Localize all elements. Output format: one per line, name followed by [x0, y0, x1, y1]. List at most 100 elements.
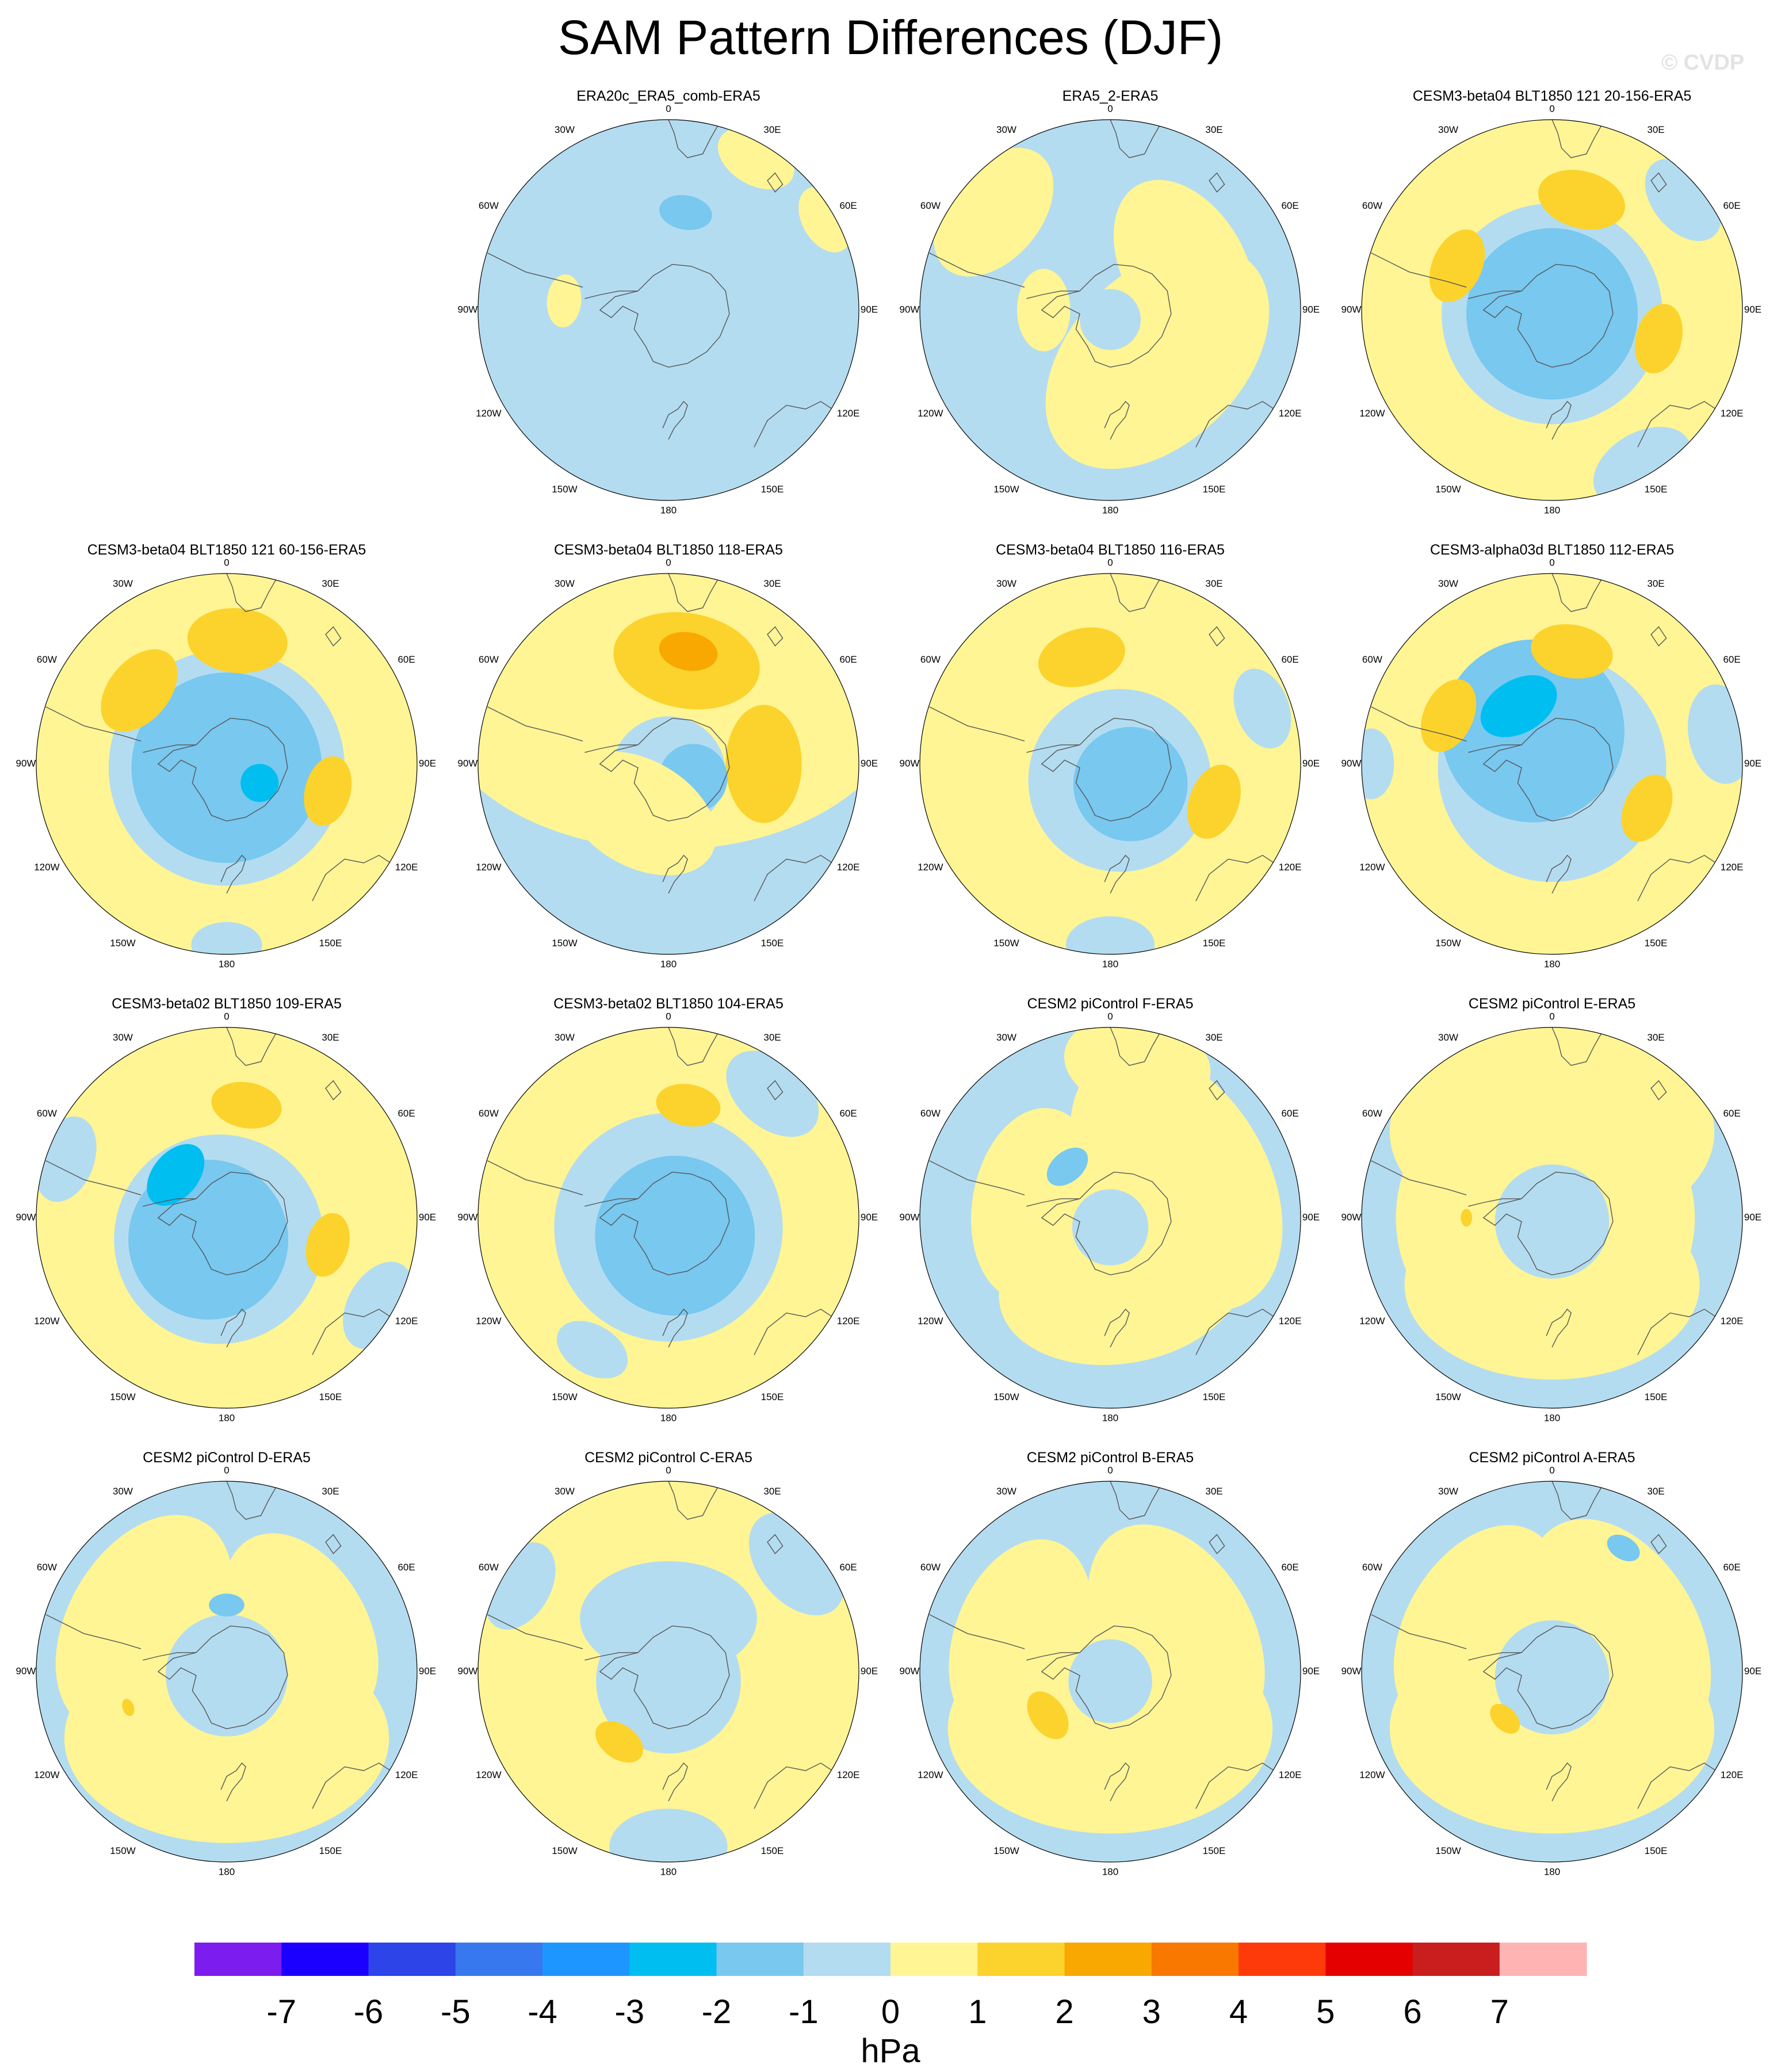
- anomaly-contour: [304, 756, 352, 826]
- coastline-south-america: [45, 1160, 142, 1195]
- longitude-label: 30E: [1647, 578, 1664, 589]
- anomaly-contour: [609, 1809, 728, 1862]
- longitude-label: 30W: [996, 578, 1016, 589]
- coastline-new-zealand: [662, 1762, 688, 1802]
- longitude-label: 150E: [319, 938, 342, 949]
- colorbar-tick-label: 6: [1403, 1993, 1421, 2031]
- longitude-label: 120E: [1279, 862, 1302, 873]
- longitude-label: 120W: [34, 1316, 59, 1326]
- longitude-label: 0: [666, 1011, 671, 1022]
- longitude-label: 180: [219, 1412, 235, 1423]
- longitude-label: 90W: [900, 1211, 920, 1222]
- anomaly-contour: [166, 1614, 288, 1737]
- coastline-africa: [226, 574, 277, 612]
- longitude-label: 90W: [458, 758, 478, 769]
- coastline-peninsula: [1026, 290, 1080, 299]
- longitude-label: 120E: [1279, 1769, 1302, 1780]
- anomaly-contour: [191, 922, 262, 954]
- longitude-label: 120E: [1721, 408, 1744, 419]
- longitude-label: 120W: [476, 1769, 501, 1780]
- anomaly-contour: [949, 1539, 1093, 1739]
- colorbar-swatch: [455, 1943, 543, 1976]
- longitude-label: 150E: [319, 1391, 342, 1402]
- coastline-new-zealand: [662, 400, 688, 440]
- longitude-label: 60E: [398, 1108, 415, 1119]
- longitude-label: 120W: [918, 408, 943, 419]
- map-border: [919, 1481, 1301, 1863]
- longitude-label: 90W: [1342, 758, 1362, 769]
- longitude-label: 30W: [555, 124, 575, 135]
- longitude-label: 90E: [861, 1665, 878, 1676]
- coastline-africa: [668, 1027, 718, 1066]
- colorbar-tick-label: 5: [1316, 1993, 1335, 2031]
- longitude-label: 0: [666, 557, 671, 568]
- anomaly-contour: [1490, 1703, 1520, 1734]
- longitude-label: 120W: [1359, 1316, 1385, 1326]
- map-base-field: [478, 120, 859, 500]
- longitude-label: 60E: [1281, 654, 1298, 665]
- longitude-label: 150W: [110, 938, 135, 949]
- coastline-south-america: [929, 1160, 1025, 1195]
- longitude-label: 30E: [322, 1032, 339, 1043]
- coastlines: [1371, 1027, 1720, 1355]
- colorbar-swatch: [977, 1943, 1065, 1976]
- colorbar-swatch: [281, 1943, 369, 1976]
- coastline-new-zealand: [220, 854, 246, 894]
- coastline-peninsula: [584, 1652, 638, 1661]
- anomaly-contour: [1072, 1189, 1149, 1266]
- longitude-label: 150E: [1203, 1391, 1226, 1402]
- longitude-label: 180: [660, 958, 677, 969]
- coastline-south-america: [1371, 253, 1467, 288]
- anomaly-contour: [1038, 627, 1125, 687]
- longitude-label: 60E: [398, 1562, 415, 1573]
- anomaly-contour: [546, 274, 582, 328]
- anomaly-contour: [1066, 916, 1155, 954]
- coastline-antarctica: [1482, 1625, 1614, 1730]
- longitude-label: 120E: [395, 862, 418, 873]
- longitude-label: 150W: [1435, 1845, 1461, 1856]
- longitude-label: 60W: [37, 654, 57, 665]
- colorbar-tick-label: 0: [881, 1993, 900, 2031]
- anomaly-contour: [1607, 1534, 1640, 1562]
- anomaly-contour: [1046, 1148, 1088, 1186]
- longitude-label: 90W: [1342, 304, 1362, 315]
- anomaly-contour: [563, 751, 717, 876]
- coastline-africa: [226, 1027, 277, 1066]
- coastline-antarctica: [1041, 1171, 1172, 1276]
- longitude-label: 120W: [918, 862, 943, 873]
- panel-title: CESM3-alpha03d BLT1850 112-ERA5: [1430, 542, 1674, 558]
- longitude-label: 30W: [1438, 1486, 1458, 1497]
- coastline-madagascar: [767, 1080, 784, 1100]
- panel-title: CESM2 piControl B-ERA5: [1027, 1450, 1194, 1466]
- longitude-label: 120E: [837, 1316, 860, 1326]
- longitude-label: 180: [660, 1412, 677, 1423]
- coastline-antarctica: [599, 1171, 730, 1276]
- anomaly-contour: [595, 1156, 755, 1316]
- colorbar: -7 -6 -5 -4 -3 -2 -1 0 1 2 3 4 5 6 7 hPa: [194, 1943, 1587, 2070]
- longitude-label: 90E: [419, 758, 436, 769]
- longitude-label: 0: [1549, 1465, 1554, 1475]
- longitude-label: 30W: [996, 1486, 1016, 1497]
- longitude-label: 30E: [322, 1486, 339, 1497]
- map-border: [477, 1481, 859, 1863]
- coastline-peninsula: [584, 1198, 638, 1207]
- longitude-label: 30E: [1647, 1032, 1664, 1043]
- coastline-africa: [668, 574, 718, 612]
- longitude-label: 150W: [993, 1845, 1019, 1856]
- longitude-label: 180: [660, 504, 677, 515]
- coastline-peninsula: [1468, 290, 1522, 299]
- panel-title: CESM3-beta04 BLT1850 121 60-156-ERA5: [87, 542, 366, 558]
- longitude-label: 180: [219, 1866, 235, 1877]
- map-panels: ERA20c_ERA5_comb-ERA5030E60E90E120E150E1…: [16, 88, 1762, 1877]
- colorbar-swatch: [1151, 1943, 1239, 1976]
- coastline-peninsula: [143, 1198, 196, 1207]
- coastline-antarctica: [1041, 263, 1172, 368]
- longitude-label: 120W: [918, 1316, 943, 1326]
- anomaly-contour: [1480, 675, 1557, 737]
- anomaly-contour: [211, 1081, 282, 1129]
- longitude-label: 0: [1107, 1011, 1113, 1022]
- coastline-madagascar: [1209, 172, 1225, 193]
- coastline-south-america: [929, 1614, 1025, 1649]
